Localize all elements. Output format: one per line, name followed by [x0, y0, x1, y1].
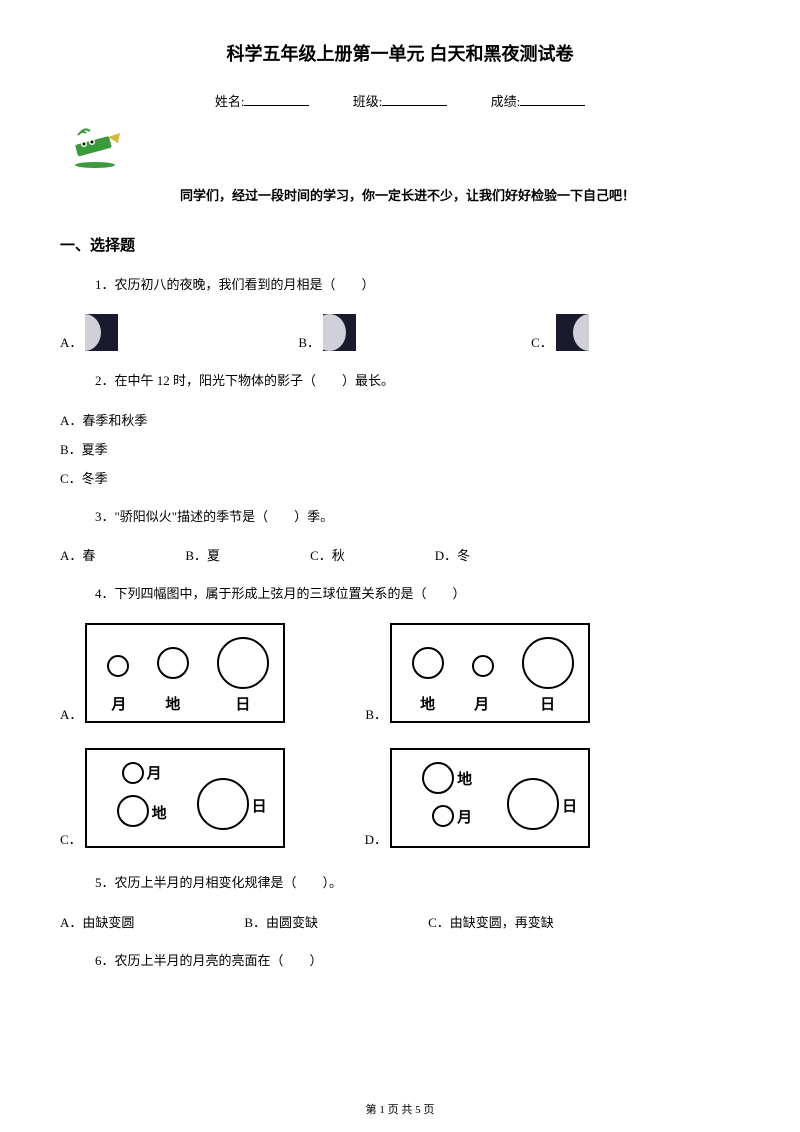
q1-options: A． B． C．: [60, 314, 740, 351]
q1-optC-label[interactable]: C．: [531, 332, 553, 351]
q1-optB-label[interactable]: B．: [298, 332, 320, 351]
moon-phase-b-icon: [323, 314, 356, 351]
q3-optA[interactable]: A．春: [60, 545, 95, 564]
q3-text: 3．"骄阳似火"描述的季节是（ ）季。: [95, 507, 740, 528]
header-info: 姓名: 班级: 成绩:: [60, 91, 740, 110]
q5-optC[interactable]: C．由缺变圆，再变缺: [428, 912, 554, 931]
name-blank[interactable]: [244, 105, 309, 106]
q4-optD-label[interactable]: D．: [365, 829, 387, 848]
q1-text: 1．农历初八的夜晚，我们看到的月相是（ ）: [95, 275, 740, 296]
q4-diagram-a: 月 地 日: [85, 623, 285, 723]
q6-text: 6．农历上半月的月亮的亮面在（ ）: [95, 951, 740, 972]
page-footer: 第 1 页 共 5 页: [0, 1101, 800, 1117]
class-label: 班级:: [353, 94, 383, 109]
score-label: 成绩:: [491, 94, 521, 109]
q4-diagram-d: 地 月 日: [390, 748, 590, 848]
q5-optA[interactable]: A．由缺变圆: [60, 912, 134, 931]
q4-row2: C． 月 地 日 D． 地 月 日: [60, 748, 740, 848]
q2-text: 2．在中午 12 时，阳光下物体的影子（ ）最长。: [95, 371, 740, 392]
q5-text: 5．农历上半月的月相变化规律是（ ）。: [95, 873, 740, 894]
q2-optC[interactable]: C．冬季: [60, 468, 740, 487]
q4-optB-label[interactable]: B．: [365, 704, 387, 723]
q2-options: A．春季和秋季 B．夏季 C．冬季: [60, 410, 740, 487]
pencil-icon: [70, 125, 740, 175]
q2-optB[interactable]: B．夏季: [60, 439, 740, 458]
q4-diagram-c: 月 地 日: [85, 748, 285, 848]
q2-optA[interactable]: A．春季和秋季: [60, 410, 740, 429]
q4-text: 4．下列四幅图中，属于形成上弦月的三球位置关系的是（ ）: [95, 584, 740, 605]
moon-phase-a-icon: [85, 314, 118, 351]
q4-diagram-b: 地 月 日: [390, 623, 590, 723]
score-blank[interactable]: [520, 105, 585, 106]
q3-optD[interactable]: D．冬: [435, 545, 470, 564]
q4-row1: A． 月 地 日 B． 地 月 日: [60, 623, 740, 723]
page-title: 科学五年级上册第一单元 白天和黑夜测试卷: [60, 40, 740, 66]
q4-optA-label[interactable]: A．: [60, 704, 82, 723]
q5-optB[interactable]: B．由圆变缺: [244, 912, 318, 931]
name-label: 姓名:: [215, 94, 245, 109]
q3-options: A．春 B．夏 C．秋 D．冬: [60, 545, 740, 564]
q3-optC[interactable]: C．秋: [310, 545, 345, 564]
class-blank[interactable]: [382, 105, 447, 106]
q4-optC-label[interactable]: C．: [60, 829, 82, 848]
q5-options: A．由缺变圆 B．由圆变缺 C．由缺变圆，再变缺: [60, 912, 740, 931]
encourage-text: 同学们，经过一段时间的学习，你一定长进不少，让我们好好检验一下自己吧！: [180, 185, 740, 204]
q3-optB[interactable]: B．夏: [185, 545, 220, 564]
moon-phase-c-icon: [556, 314, 589, 351]
section1-title: 一、选择题: [60, 234, 740, 255]
q1-optA-label[interactable]: A．: [60, 332, 82, 351]
